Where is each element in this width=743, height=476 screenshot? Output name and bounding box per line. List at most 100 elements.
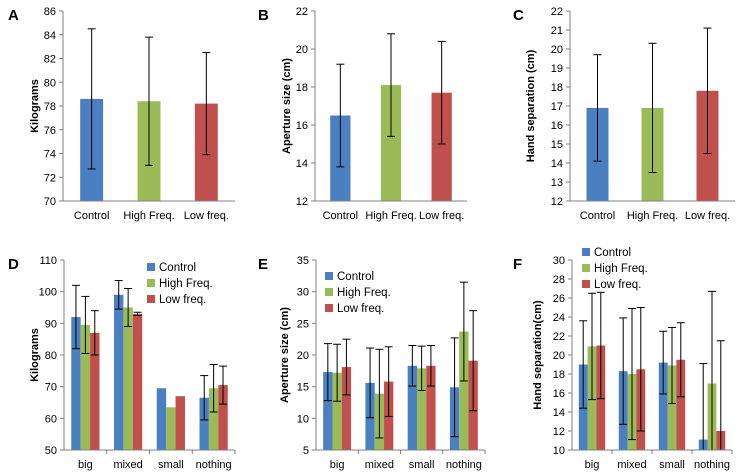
chart-panel-f: F Hand separation(cm) 10 12 14 16 18 20 22 24 26 28… <box>513 247 733 471</box>
chart-panel-a: A Kilograms 70 72 74 76 78 80 82 84 86 Control High … <box>8 6 235 222</box>
x-tick-label: small <box>409 459 435 471</box>
bar <box>341 367 352 450</box>
legend-label: Low freq. <box>159 294 206 306</box>
x-tick-label: small <box>158 459 184 471</box>
y-tick-label: 14 <box>553 407 565 419</box>
chart-panel-c: C Hand separation (cm) 12 13 14 15 16 17 18 19 20 2… <box>513 6 735 222</box>
y-tick-label: 72 <box>44 172 56 184</box>
bar <box>416 368 427 450</box>
y-tick-label: 30 <box>553 255 565 267</box>
y-tick-label: 22 <box>296 6 308 18</box>
y-tick-label: 86 <box>44 6 56 18</box>
x-tick-label: nothing <box>446 459 482 471</box>
bar <box>407 365 417 450</box>
x-tick-label: big <box>78 459 93 471</box>
y-tick-label: 10 <box>553 445 565 457</box>
x-tick-label: Control <box>323 210 358 222</box>
y-tick-label: 22 <box>551 6 563 18</box>
bar <box>166 407 176 450</box>
panel-letter: A <box>8 7 19 24</box>
legend-swatch <box>325 272 333 280</box>
legend-label: Low freq. <box>337 303 384 315</box>
y-tick-label: 18 <box>296 82 308 94</box>
y-tick-label: 20 <box>297 350 309 362</box>
bar <box>431 92 452 201</box>
y-tick-label: 17 <box>551 101 563 113</box>
y-tick-label: 28 <box>553 274 565 286</box>
y-axis-label: Hand separation(cm) <box>532 300 544 410</box>
bar <box>667 365 677 450</box>
y-tick-label: 100 <box>39 287 57 299</box>
y-tick-label: 84 <box>44 30 56 42</box>
x-tick-label: High Freq. <box>627 210 678 222</box>
y-tick-label: 50 <box>45 445 57 457</box>
chart-panel-d: D Kilograms 50 60 70 80 90 100 110 big mixed small n… <box>8 255 236 471</box>
y-tick-label: 82 <box>44 54 56 66</box>
x-tick-label: mixed <box>113 459 142 471</box>
bar <box>323 372 333 450</box>
y-tick-label: 70 <box>45 382 57 394</box>
y-tick-label: 16 <box>296 120 308 132</box>
chart-panel-b: B Aperture size (cm) 12 14 16 18 20 22 Control Hi… <box>258 6 467 222</box>
y-tick-label: 21 <box>551 25 563 37</box>
x-tick-label: High Freq. <box>123 210 174 222</box>
y-tick-label: 20 <box>551 44 563 56</box>
y-tick-label: 24 <box>553 312 565 324</box>
bar <box>114 294 124 450</box>
y-tick-label: 10 <box>297 413 309 425</box>
y-tick-label: 16 <box>551 120 563 132</box>
legend-swatch <box>582 248 590 256</box>
legend-label: Control <box>594 247 631 259</box>
y-axis-label: Kilograms <box>29 328 41 382</box>
legend: Control High Freq. Low freq. <box>325 271 391 315</box>
legend-swatch <box>147 263 155 271</box>
y-tick-label: 12 <box>551 196 563 208</box>
legend-swatch <box>325 288 333 296</box>
x-tick-label: nothing <box>694 459 730 471</box>
bar <box>380 85 402 201</box>
bar <box>123 307 133 450</box>
y-tick-label: 13 <box>551 177 563 189</box>
x-tick-label: mixed <box>617 459 646 471</box>
legend-label: High Freq. <box>594 263 648 275</box>
y-tick-label: 70 <box>44 196 56 208</box>
y-tick-label: 35 <box>297 255 309 267</box>
x-tick-label: Control <box>74 210 109 222</box>
x-tick-label: small <box>659 459 685 471</box>
legend-swatch <box>147 279 155 287</box>
y-tick-label: 60 <box>45 413 57 425</box>
y-tick-label: 20 <box>296 44 308 56</box>
bar <box>218 385 228 450</box>
legend-label: High Freq. <box>337 287 391 299</box>
bar <box>676 359 686 450</box>
y-tick-label: 20 <box>553 350 565 362</box>
legend: Control High Freq. Low freq. <box>147 262 213 306</box>
y-tick-label: 12 <box>296 196 308 208</box>
legend-label: High Freq. <box>159 278 213 290</box>
panel-letter: D <box>8 256 19 273</box>
x-tick-label: Low freq. <box>685 210 730 222</box>
y-tick-label: 90 <box>45 318 57 330</box>
y-tick-label: 22 <box>553 331 565 343</box>
legend-label: Control <box>337 271 374 283</box>
x-tick-label: Low freq. <box>184 210 229 222</box>
legend-swatch <box>147 295 155 303</box>
y-tick-label: 80 <box>44 77 56 89</box>
bar <box>71 317 81 450</box>
y-axis-label: Kilograms <box>29 79 41 133</box>
bar <box>199 397 209 450</box>
x-tick-label: big <box>585 459 600 471</box>
chart-panel-e: E Aperture size (cm) 5 10 15 20 25 30 35 big mixed… <box>258 255 486 471</box>
y-tick-label: 110 <box>39 255 57 267</box>
bar <box>156 388 167 450</box>
legend-swatch <box>582 264 590 272</box>
x-tick-label: nothing <box>196 459 232 471</box>
x-tick-label: High Freq. <box>365 210 416 222</box>
panel-letter: C <box>513 7 524 24</box>
y-tick-label: 16 <box>553 388 565 400</box>
bar <box>658 362 668 450</box>
x-tick-label: big <box>330 459 345 471</box>
y-tick-label: 80 <box>45 350 57 362</box>
legend-swatch <box>325 304 333 312</box>
panel-letter: E <box>258 256 268 273</box>
